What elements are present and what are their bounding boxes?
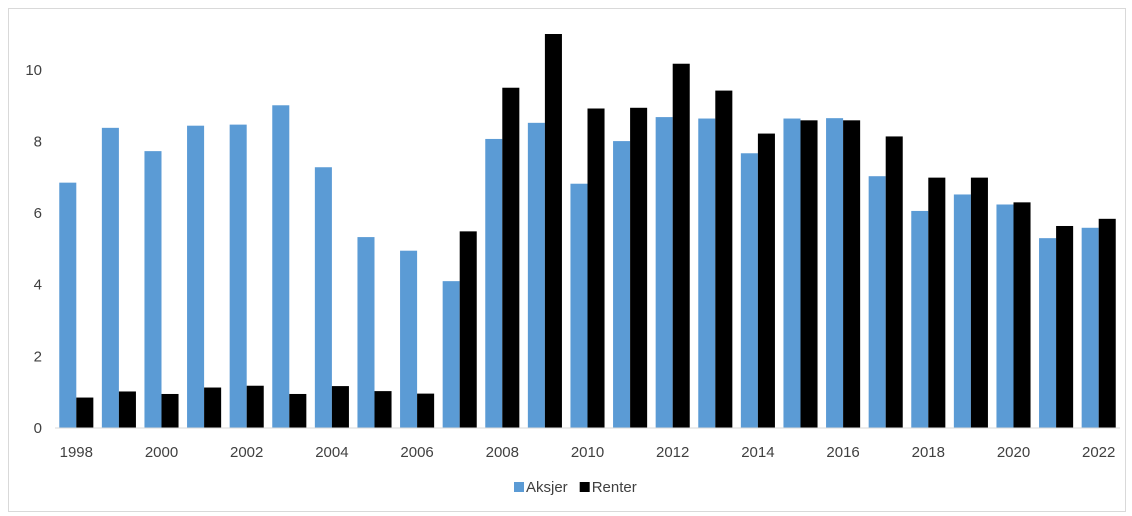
legend: Aksjer Renter xyxy=(514,479,637,496)
x-tick-label: 1998 xyxy=(60,444,93,461)
x-tick-label: 2014 xyxy=(741,444,774,461)
bar-aksjer-2016 xyxy=(826,118,844,429)
x-axis-tick-labels: 1998 2000 2002 2004 2006 2008 2010 2012 2014 2016… xyxy=(60,444,1116,461)
x-tick-label: 2022 xyxy=(1082,444,1115,461)
x-tick-label: 2012 xyxy=(656,444,689,461)
bar-renter-2014 xyxy=(757,133,775,428)
y-tick-label: 6 xyxy=(34,205,42,222)
bar-renter-2001 xyxy=(204,387,222,428)
bar-renter-2002 xyxy=(246,385,264,428)
bar-aksjer-2012 xyxy=(655,117,673,428)
bar-renter-2005 xyxy=(374,391,392,428)
bar-aksjer-2008 xyxy=(485,138,503,428)
bar-aksjer-2018 xyxy=(911,210,929,428)
legend-label-aksjer: Aksjer xyxy=(526,479,568,496)
bar-aksjer-2021 xyxy=(1039,238,1057,428)
x-tick-label: 2016 xyxy=(826,444,859,461)
x-tick-label: 2018 xyxy=(912,444,945,461)
y-tick-label: 2 xyxy=(34,348,42,365)
x-tick-label: 2000 xyxy=(145,444,178,461)
bar-aksjer-2015 xyxy=(783,118,801,428)
x-tick-label: 2002 xyxy=(230,444,263,461)
bar-aksjer-2017 xyxy=(868,176,886,428)
bar-renter-2004 xyxy=(331,386,349,428)
legend-swatch-aksjer xyxy=(514,482,524,492)
y-tick-label: 4 xyxy=(34,277,42,294)
bar-aksjer-2022 xyxy=(1081,227,1099,428)
bar-renter-2019 xyxy=(970,177,988,428)
bar-aksjer-2019 xyxy=(953,194,971,428)
bar-aksjer-2010 xyxy=(570,183,588,428)
x-tick-label: 2010 xyxy=(571,444,604,461)
x-tick-label: 2004 xyxy=(315,444,348,461)
bar-aksjer-2006 xyxy=(400,250,418,428)
bar-aksjer-2009 xyxy=(527,122,545,428)
bar-aksjer-2014 xyxy=(740,153,758,428)
bar-aksjer-2002 xyxy=(229,124,247,429)
bar-renter-1998 xyxy=(76,397,94,428)
legend-swatch-renter xyxy=(579,482,590,492)
bar-renter-2013 xyxy=(715,90,733,428)
bar-renter-2021 xyxy=(1056,225,1074,428)
bar-renter-1999 xyxy=(118,391,136,428)
bar-renter-2009 xyxy=(544,34,562,428)
bar-renter-2020 xyxy=(1013,202,1031,428)
bar-aksjer-1998 xyxy=(59,182,77,428)
bar-renter-2008 xyxy=(502,87,520,428)
bar-renter-2017 xyxy=(885,136,903,428)
bar-aksjer-2001 xyxy=(187,125,205,428)
bar-aksjer-2020 xyxy=(996,204,1014,428)
bar-renter-2018 xyxy=(928,177,946,428)
bar-aksjer-2007 xyxy=(442,281,460,428)
bar-aksjer-2003 xyxy=(272,105,290,428)
bar-renter-2015 xyxy=(800,120,818,428)
x-tick-label: 2006 xyxy=(400,444,433,461)
bar-renter-2007 xyxy=(459,231,477,428)
x-tick-label: 2020 xyxy=(997,444,1030,461)
y-axis-tick-labels: 0 2 4 6 8 10 xyxy=(25,62,42,437)
bar-aksjer-2000 xyxy=(144,151,162,428)
y-tick-label: 10 xyxy=(25,62,42,79)
y-tick-label: 8 xyxy=(34,133,42,150)
bar-renter-2000 xyxy=(161,393,179,428)
bar-aksjer-1999 xyxy=(101,127,119,428)
bar-renter-2010 xyxy=(587,108,605,428)
bar-aksjer-2011 xyxy=(613,141,631,428)
bar-renter-2006 xyxy=(417,393,435,428)
bar-aksjer-2004 xyxy=(314,167,332,429)
bar-renter-2003 xyxy=(289,393,307,428)
bar-aksjer-2013 xyxy=(698,118,716,428)
y-tick-label: 0 xyxy=(34,420,42,437)
bar-renter-2022 xyxy=(1098,218,1116,428)
legend-label-renter: Renter xyxy=(592,479,637,496)
bar-renter-2011 xyxy=(630,107,648,428)
bar-renter-2016 xyxy=(843,120,861,428)
x-tick-label: 2008 xyxy=(486,444,519,461)
bar-renter-2012 xyxy=(672,63,690,428)
bar-series xyxy=(59,34,1116,429)
bar-aksjer-2005 xyxy=(357,237,375,428)
